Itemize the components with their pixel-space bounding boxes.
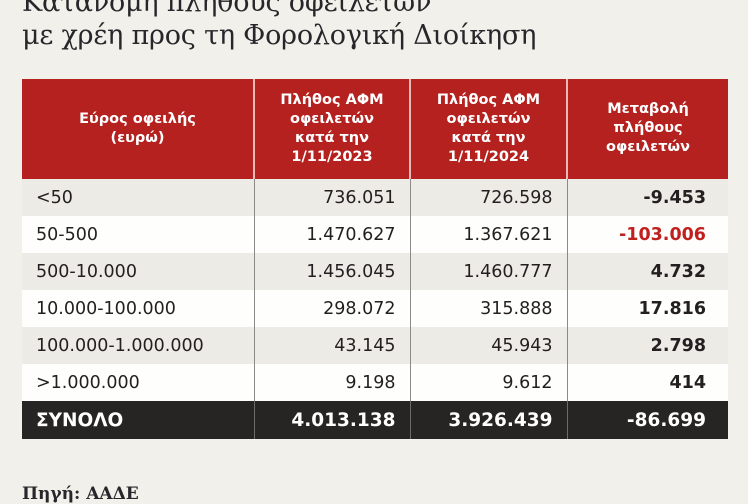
column-header-count-2024-line-2: οφειλετών [446,110,531,127]
cell-count-2024: 45.943 [410,327,568,364]
column-header-count-2024-line-1: Πλήθος ΑΦΜ [436,91,541,108]
column-header-count-2023: Πλήθος ΑΦΜ οφειλετών κατά την 1/11/2023 [254,79,411,179]
cell-change: 4.732 [567,253,728,290]
table-row: >1.000.000 9.198 9.612 414 [22,364,728,401]
table-row: <50 736.051 726.598 -9.453 [22,179,728,216]
table-footer: ΣΥΝΟΛΟ 4.013.138 3.926.439 -86.699 [22,401,728,439]
page-title-line-1: Κατανομή πλήθους οφειλετών [22,0,432,18]
cell-count-2024: 315.888 [410,290,568,327]
column-header-change-line-1: Μεταβολή [607,101,689,117]
table-row: 500-10.000 1.456.045 1.460.777 4.732 [22,253,728,290]
total-label: ΣΥΝΟΛΟ [22,401,255,439]
cell-range: 500-10.000 [22,253,255,290]
cell-count-2023: 298.072 [254,290,411,327]
cell-count-2024: 9.612 [410,364,568,401]
column-header-range: Εύρος οφειλής (ευρώ) [22,79,255,179]
cell-change: 17.816 [567,290,728,327]
cell-count-2023: 1.456.045 [254,253,411,290]
cell-count-2023: 736.051 [254,179,411,216]
total-count-2024: 3.926.439 [410,401,568,439]
table-header: Εύρος οφειλής (ευρώ) Πλήθος ΑΦΜ οφειλετώ… [22,79,728,179]
cell-count-2023: 43.145 [254,327,411,364]
column-header-count-2023-line-3: κατά την [295,129,369,146]
table-row: 100.000-1.000.000 43.145 45.943 2.798 [22,327,728,364]
table-header-row: Εύρος οφειλής (ευρώ) Πλήθος ΑΦΜ οφειλετώ… [22,79,728,179]
column-header-count-2023-line-2: οφειλετών [289,110,374,127]
column-header-range-line-1: Εύρος οφειλής [79,110,196,127]
cell-count-2023: 1.470.627 [254,216,411,253]
data-table-container: Εύρος οφειλής (ευρώ) Πλήθος ΑΦΜ οφειλετώ… [22,79,728,439]
table-body: <50 736.051 726.598 -9.453 50-500 1.470.… [22,179,728,401]
page-title: Κατανομή πλήθους οφειλετών με χρέη προς … [22,0,722,52]
table-total-row: ΣΥΝΟΛΟ 4.013.138 3.926.439 -86.699 [22,401,728,439]
cell-change: 2.798 [567,327,728,364]
column-header-count-2023-line-1: Πλήθος ΑΦΜ [280,91,384,108]
cell-count-2024: 726.598 [410,179,568,216]
page-title-line-2: με χρέη προς τη Φορολογική Διοίκηση [22,20,537,51]
cell-change: -103.006 [567,216,728,253]
cell-change: -9.453 [567,179,728,216]
cell-count-2024: 1.460.777 [410,253,568,290]
debtors-distribution-table: Εύρος οφειλής (ευρώ) Πλήθος ΑΦΜ οφειλετώ… [22,79,728,439]
column-header-change-line-3: οφειλετών [605,139,690,155]
cell-range: 100.000-1.000.000 [22,327,255,364]
table-row: 10.000-100.000 298.072 315.888 17.816 [22,290,728,327]
column-header-count-2024: Πλήθος ΑΦΜ οφειλετών κατά την 1/11/2024 [410,79,568,179]
column-header-count-2024-line-3: κατά την [451,129,526,146]
cell-range: >1.000.000 [22,364,255,401]
total-change: -86.699 [567,401,728,439]
table-row: 50-500 1.470.627 1.367.621 -103.006 [22,216,728,253]
column-header-count-2023-line-4: 1/11/2023 [291,148,373,165]
cell-count-2024: 1.367.621 [410,216,568,253]
source-note: Πηγή: ΑΑΔΕ [22,484,139,504]
column-header-change-line-2: πλήθους [613,120,683,136]
column-header-change: Μεταβολή πλήθους οφειλετών [567,79,728,179]
column-header-count-2024-line-4: 1/11/2024 [447,148,530,165]
cell-range: 50-500 [22,216,255,253]
cell-change: 414 [567,364,728,401]
total-count-2023: 4.013.138 [254,401,411,439]
cell-range: <50 [22,179,255,216]
cell-range: 10.000-100.000 [22,290,255,327]
column-header-range-line-2: (ευρώ) [110,129,165,146]
cell-count-2023: 9.198 [254,364,411,401]
